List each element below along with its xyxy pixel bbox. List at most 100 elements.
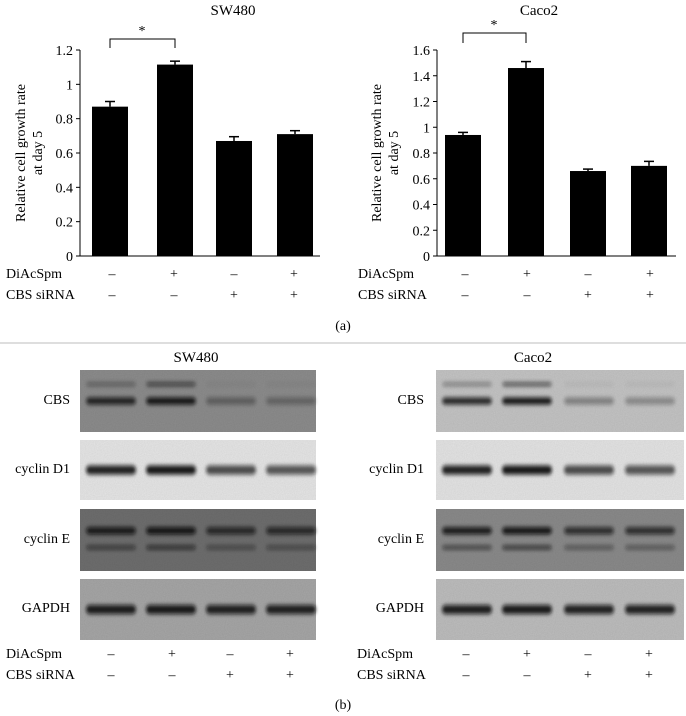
chart-sw480-ytick-label: 0 (66, 250, 73, 265)
chart-sw480-error-bar (290, 129, 300, 135)
chart-caco2-ytick-label: 0.4 (413, 199, 431, 214)
chart-sw480-ylabel-line1: Relative cell growth rate (14, 84, 29, 222)
chart-caco2-ytick-label: 0.2 (413, 224, 431, 239)
chart-sw480-error-bar (229, 135, 239, 141)
panel-a-left-sign: + (290, 267, 298, 282)
blot-caco2-title: Caco2 (514, 350, 552, 366)
chart-caco2-ytick-label: 1.2 (413, 96, 431, 111)
chart-sw480: SW480 Relative cell growth rate at day 5… (14, 3, 320, 265)
panel-a-signs: – + – + – – + + – + – + – – + + (108, 267, 655, 303)
chart-caco2-ticks: 0 0.2 0.4 0.6 0.8 1 1.2 1.4 1.6 (413, 44, 437, 265)
chart-sw480-ytick-label: 0.6 (56, 147, 74, 162)
blot-sw480-cyclin-e (80, 509, 316, 571)
chart-caco2-ytick-label: 0.8 (413, 147, 431, 162)
chart-caco2-bar (631, 165, 667, 256)
blot-caco2-cyclin-d1 (436, 440, 684, 500)
chart-sw480-ytick-label: 0.2 (56, 216, 74, 231)
panel-a-right-sign: – (461, 267, 470, 282)
blot-sw480-label-gapdh: GAPDH (22, 601, 70, 616)
panel-a-left-row2-label: CBS siRNA (6, 288, 76, 303)
panel-a-right-row2-label: CBS siRNA (358, 288, 428, 303)
panel-b-right-sign: – (462, 647, 471, 662)
chart-caco2-bars (445, 60, 667, 257)
panel-b-left-sign: – (168, 668, 177, 683)
blot-sw480-cbs (80, 370, 316, 432)
chart-caco2-bar (508, 68, 544, 257)
chart-caco2-ylabel-line1: Relative cell growth rate (370, 84, 385, 222)
panel-a-label: (a) (335, 319, 351, 334)
panel-a-right-sign: + (523, 267, 531, 282)
blot-images (80, 370, 684, 640)
chart-caco2-significance: * (462, 18, 527, 43)
blot-caco2-gapdh (436, 579, 684, 640)
chart-caco2-bar (570, 171, 606, 256)
blot-caco2-label-gapdh: GAPDH (376, 601, 424, 616)
chart-caco2-error-bar (458, 131, 468, 135)
panel-a-right-sign: + (584, 288, 592, 303)
chart-sw480-error-bar (105, 100, 115, 107)
chart-caco2-ylabel-line2: at day 5 (387, 131, 402, 175)
panel-b-right-sign: + (523, 647, 531, 662)
chart-caco2-ytick-label: 0.6 (413, 173, 431, 188)
blot-sw480-cyclin-d1 (80, 440, 316, 500)
panel-a-right-sign: + (646, 267, 654, 282)
chart-sw480-bar (277, 134, 313, 256)
panel-b-left-row1-label: DiAcSpm (6, 647, 62, 662)
blot-sw480-gapdh (80, 579, 316, 640)
panel-b-right-row1-label: DiAcSpm (357, 647, 413, 662)
panel-b-right-sign: + (645, 647, 653, 662)
panel-a-left-sign: – (108, 288, 117, 303)
panel-a-left-sign: – (108, 267, 117, 282)
chart-sw480-ytick-label: 1 (66, 78, 73, 93)
chart-sw480-error-bar (170, 60, 180, 65)
chart-caco2-title: Caco2 (520, 3, 558, 19)
chart-caco2-error-bar (521, 60, 531, 69)
panel-a-right-sign: – (461, 288, 470, 303)
panel-b-left-sign: – (107, 647, 116, 662)
panel-b-right-sign: – (584, 647, 593, 662)
panel-b: SW480 Caco2 CBS cyclin D1 cyclin E GAPDH… (6, 350, 684, 713)
panel-b-left-sign: – (226, 647, 235, 662)
panel-a-left-sign: – (170, 288, 179, 303)
panel-a-right-sign: – (523, 288, 532, 303)
blot-caco2-label-cbs: CBS (398, 393, 424, 408)
chart-caco2-ytick-label: 1 (423, 121, 430, 136)
chart-sw480-bar (92, 106, 128, 257)
blot-sw480-label-cbs: CBS (44, 393, 70, 408)
panel-b-label: (b) (335, 698, 352, 713)
chart-sw480-ticks: 0 0.2 0.4 0.6 0.8 1 1.2 (56, 44, 80, 265)
chart-sw480-ytick-label: 0.8 (56, 113, 74, 128)
panel-b-left-row2-label: CBS siRNA (6, 668, 76, 683)
blot-caco2-cyclin-e (436, 509, 684, 571)
chart-caco2-bar (445, 134, 481, 256)
chart-sw480-bar (216, 140, 252, 256)
chart-caco2-error-bar (583, 168, 593, 172)
chart-caco2-ytick-label: 1.6 (413, 44, 431, 59)
panel-a-right-row1-label: DiAcSpm (358, 267, 414, 282)
blot-sw480-label-cyclin-d1: cyclin D1 (15, 462, 70, 477)
chart-sw480-ytick-label: 1.2 (56, 44, 74, 59)
panel-b-left-sign: + (286, 668, 294, 683)
blot-caco2-label-cyclin-e: cyclin E (378, 532, 424, 547)
chart-caco2: Caco2 Relative cell growth rate at day 5… (370, 3, 676, 265)
panel-b-right-sign: + (645, 668, 653, 683)
panel-b-left-sign: + (226, 668, 234, 683)
panel-b-left-sign: + (286, 647, 294, 662)
panel-b-right-sign: – (462, 668, 471, 683)
blot-caco2-label-cyclin-d1: cyclin D1 (369, 462, 424, 477)
panel-a-left-sign: + (170, 267, 178, 282)
chart-caco2-significance-star: * (491, 18, 498, 33)
panel-b-right-row2-label: CBS siRNA (357, 668, 427, 683)
chart-caco2-error-bar (644, 160, 654, 166)
chart-sw480-bars (92, 60, 313, 257)
chart-sw480-bar (157, 64, 193, 256)
chart-sw480-ytick-label: 0.4 (56, 181, 74, 196)
panel-a-left-sign: + (230, 288, 238, 303)
chart-sw480-significance: * (109, 24, 176, 48)
panel-a-right-sign: – (584, 267, 593, 282)
panel-a-left-sign: + (290, 288, 298, 303)
panel-b-right-sign: + (584, 668, 592, 683)
chart-sw480-significance-star: * (139, 24, 146, 39)
chart-caco2-ytick-label: 0 (423, 250, 430, 265)
